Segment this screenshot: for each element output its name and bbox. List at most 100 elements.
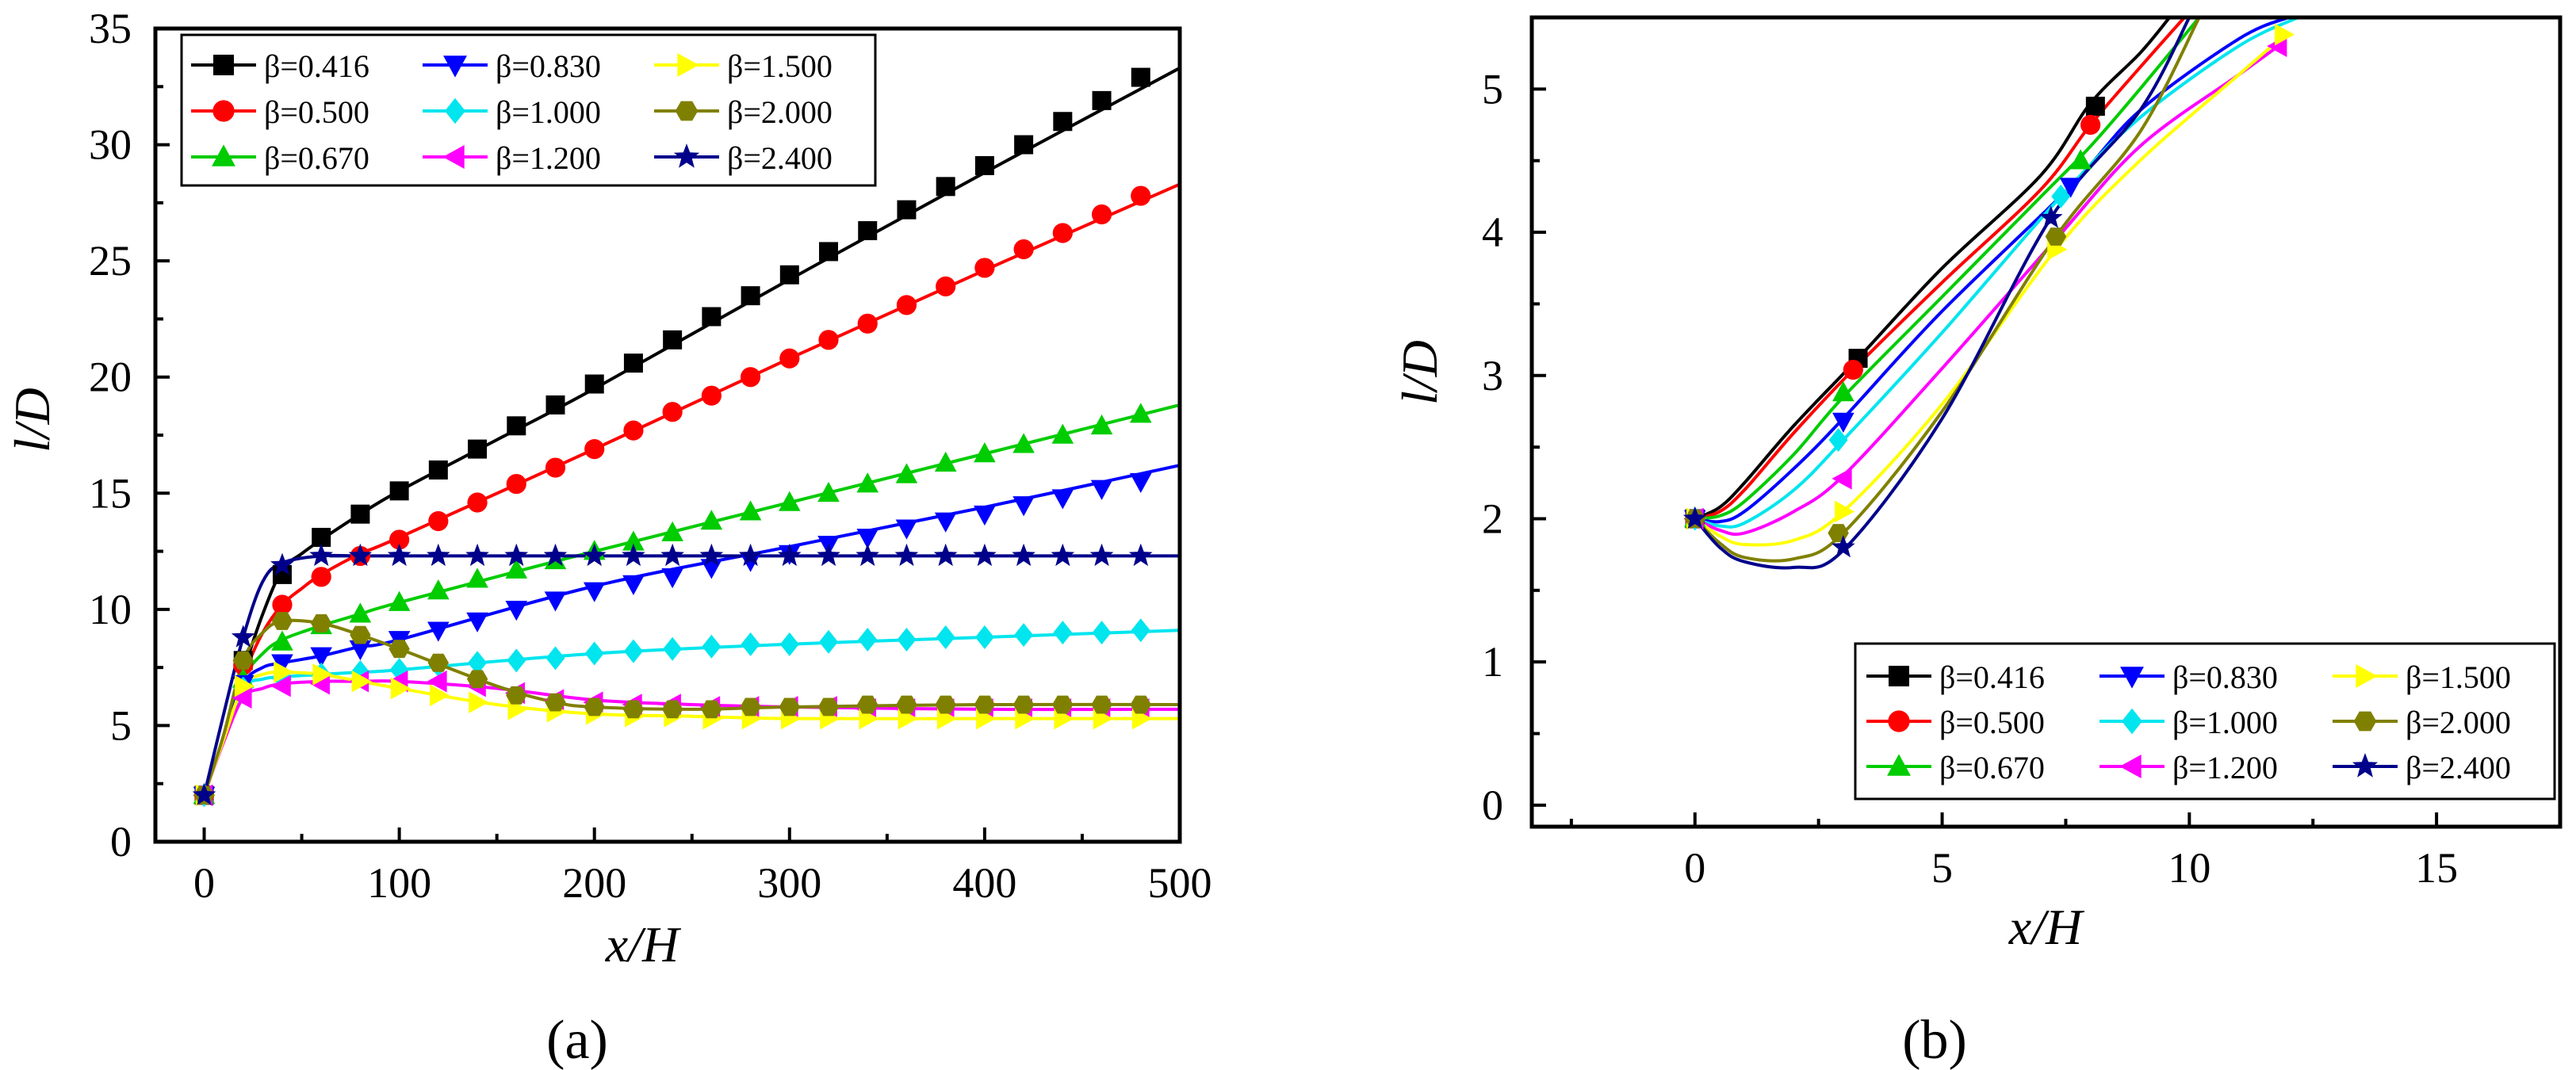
panel-a-point-beta-0-500-22 [1052, 223, 1073, 243]
panel-a-point-beta-2-400-9 [543, 543, 568, 567]
panel-a-xtick-label-1: 100 [367, 859, 431, 907]
panel-b-legend-item-beta-2-000: β=2.000 [2333, 705, 2511, 740]
panel-a-point-beta-0-670-2 [271, 630, 293, 651]
panel-a-ytick-label-5: 25 [89, 237, 132, 285]
panel-a-point-beta-1-200-1 [232, 686, 252, 709]
panel-a-point-beta-2-400-24 [1128, 543, 1153, 567]
panel-a-point-beta-0-416-5 [389, 481, 409, 501]
panel-a-point-beta-0-500-18 [896, 295, 917, 315]
panel-a-point-beta-0-416-18 [897, 200, 917, 220]
panel-a-point-beta-2-000-17 [857, 695, 878, 714]
panel-b-legend-label-beta-1-000: β=1.000 [2172, 705, 2278, 740]
panel-a-legend-marker-beta-0-830 [443, 55, 467, 78]
panel-a-point-beta-1-500-1 [234, 674, 255, 697]
panel-a-point-beta-2-400-21 [1012, 543, 1035, 567]
panel-b-xtick-label-1: 5 [1931, 844, 1953, 892]
panel-a-point-beta-1-000-10 [584, 641, 604, 666]
panel-a-point-beta-2-000-7 [466, 670, 488, 689]
panel-a-point-beta-0-830-9 [544, 591, 567, 612]
panel-a-point-beta-2-400-10 [582, 543, 607, 567]
panel-a-xtick-label-4: 400 [952, 859, 1016, 907]
panel-b-legend-box [1854, 642, 2556, 801]
panel-b-xtick-label-0: 0 [1684, 844, 1705, 892]
panel-a-point-beta-0-670-13 [700, 510, 723, 530]
panel-b-ylabel: l/D [1391, 340, 1448, 405]
panel-a-legend-label-beta-0-830: β=0.830 [496, 48, 601, 84]
panel-a-legend-item-beta-1-200: β=1.200 [423, 140, 601, 176]
panel-a-point-beta-0-830-20 [974, 505, 996, 526]
panel-b-ytick-label-4: 4 [1482, 208, 1503, 256]
panel-a-point-beta-1-000-13 [702, 634, 722, 659]
panel-a-point-beta-0-416-7 [468, 439, 488, 459]
panel-a-point-beta-2-400-2 [270, 552, 294, 575]
panel-a-point-beta-2-000-19 [935, 695, 956, 714]
panel-a-point-beta-1-000-20 [974, 625, 994, 650]
panel-a-ytick-label-3: 15 [89, 469, 132, 517]
panel-a-legend-label-beta-1-000: β=1.000 [496, 94, 601, 130]
panel-a-point-beta-2-400-20 [973, 543, 997, 567]
panel-a-point-beta-2-400-14 [738, 543, 763, 567]
panel-a-point-beta-0-416-17 [858, 221, 878, 241]
panel-b-point-beta-0-670-2 [2069, 149, 2092, 170]
panel-a-point-beta-0-416-22 [1053, 112, 1073, 132]
panel-a-point-beta-1-500-5 [390, 677, 411, 700]
panel-a-point-beta-0-670-16 [817, 481, 840, 503]
panel-b-legend-marker-beta-0-670 [1887, 754, 1911, 776]
panel-a-point-beta-2-000-9 [545, 693, 566, 712]
panel-a-point-beta-2-000-18 [896, 695, 917, 714]
panel-a-point-beta-0-500-23 [1091, 204, 1112, 225]
panel-a-point-beta-1-000-7 [468, 651, 488, 675]
panel-b-legend-marker-beta-1-000 [2122, 708, 2142, 735]
panel-a-point-beta-0-500-6 [428, 510, 449, 532]
panel-a-legend-item-beta-1-000: β=1.000 [423, 94, 601, 130]
panel-a-point-beta-1-000-16 [819, 629, 839, 654]
panel-a-xlabel: x/H [605, 916, 682, 973]
panel-a-legend-item-beta-0-830: β=0.830 [423, 48, 601, 84]
panel-a-point-beta-2-400-11 [622, 543, 645, 567]
panel-a-point-beta-0-670-7 [466, 567, 488, 588]
panel-b-point-beta-1-000-2 [2051, 184, 2071, 208]
panel-a-point-beta-0-670-11 [622, 530, 645, 551]
panel-a-point-beta-2-000-6 [427, 653, 449, 672]
panel-b-plot-area [1682, 17, 2299, 570]
panel-a-legend-box [180, 33, 877, 187]
panel-a-point-beta-2-400-22 [1051, 543, 1075, 567]
panel-a-point-beta-0-500-9 [545, 457, 566, 478]
panel-a-point-beta-0-670-14 [739, 500, 762, 521]
panel-a-ytick-label-7: 35 [89, 5, 132, 52]
panel-a-point-beta-0-416-20 [974, 155, 994, 175]
panel-b-ytick-label-2: 2 [1482, 495, 1503, 542]
panel-b-point-beta-2-400-2 [2038, 205, 2063, 228]
panel-a-point-beta-0-670-18 [895, 463, 918, 483]
panel-a-point-beta-0-830-10 [583, 582, 606, 602]
panel-a-point-beta-0-830-21 [1012, 496, 1035, 517]
panel-b-legend-item-beta-1-000: β=1.000 [2099, 705, 2278, 740]
panel-a-point-beta-0-500-3 [311, 567, 331, 587]
panel-b-legend-label-beta-2-000: β=2.000 [2406, 705, 2511, 740]
panel-a-legend-label-beta-1-200: β=1.200 [496, 140, 601, 176]
panel-a-point-beta-2-000-1 [232, 651, 254, 670]
panel-a-ytick-label-0: 0 [110, 818, 132, 866]
panel-b-point-beta-0-500-2 [2080, 114, 2101, 136]
panel-b-legend-label-beta-0-670: β=0.670 [1939, 750, 2045, 785]
panel-b-legend-marker-beta-0-416 [1889, 666, 1909, 686]
panel-a-point-beta-0-500-5 [389, 529, 410, 550]
panel-b-point-beta-1-500-1 [1835, 500, 1855, 523]
panel-a-point-beta-2-400-7 [465, 543, 489, 567]
panel-a-point-beta-0-830-18 [895, 519, 918, 540]
panel-b-point-beta-1-000-1 [1828, 428, 1848, 453]
panel-a-point-beta-0-830-3 [310, 647, 332, 667]
panel-a-point-beta-2-400-15 [778, 543, 802, 567]
panel-a-point-beta-2-400-8 [504, 543, 529, 567]
panel-a-point-beta-0-500-10 [584, 438, 605, 460]
panel-a-point-beta-0-830-6 [427, 621, 450, 642]
panel-a-point-beta-2-400-0 [192, 782, 216, 805]
panel-b-point-beta-1-200-1 [1832, 468, 1852, 490]
panel-a-legend: β=0.416 β=0.500 β=0.670 β=0.830 β=1.000 β=1.2… [180, 33, 877, 187]
panel-a-legend-marker-beta-2-000 [675, 101, 699, 121]
panel-b-xtick-label-2: 10 [2168, 844, 2210, 892]
panel-b-line-beta-0-670 [1694, 17, 2201, 521]
panel-a-point-beta-0-830-23 [1090, 480, 1113, 500]
panel-a-point-beta-0-830-4 [349, 640, 372, 661]
